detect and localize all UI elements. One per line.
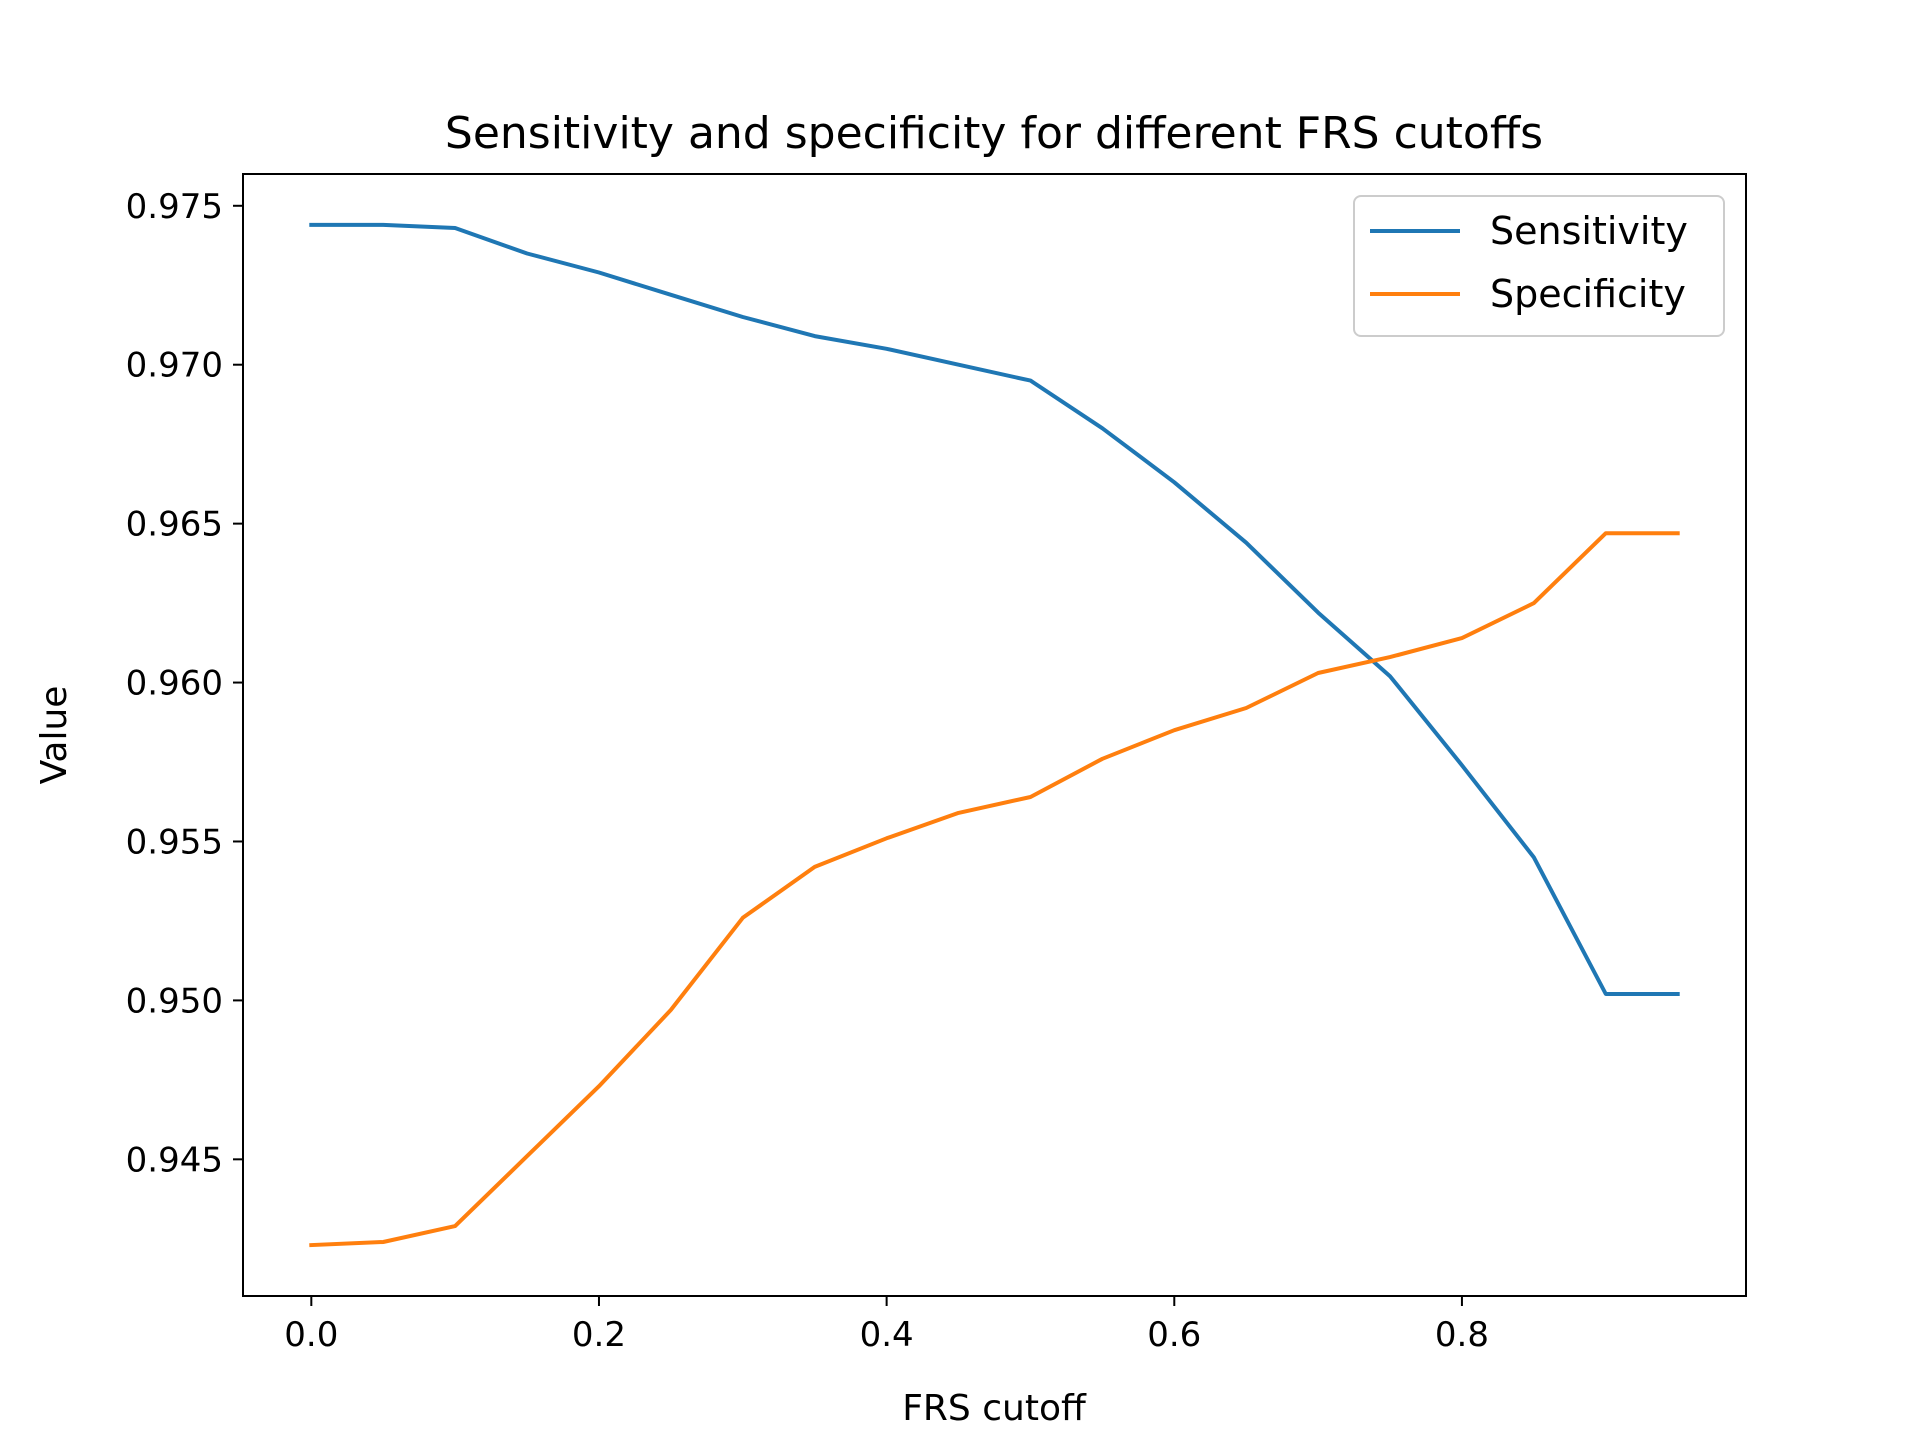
y-tick-label: 0.945 <box>126 1140 223 1180</box>
specificity-line <box>309 531 1680 1248</box>
x-tick-label: 0.4 <box>860 1315 914 1355</box>
chart-title: Sensitivity and specificity for differen… <box>445 108 1543 159</box>
x-tick-label: 0.2 <box>572 1315 626 1355</box>
x-tick-label: 0.8 <box>1435 1315 1489 1355</box>
legend: Sensitivity Specificity <box>1353 195 1725 337</box>
x-tick-label: 0.6 <box>1147 1315 1201 1355</box>
y-tick-label: 0.960 <box>126 664 223 704</box>
y-tick-label: 0.975 <box>126 187 223 227</box>
x-axis-label: FRS cutoff <box>902 1388 1087 1429</box>
y-axis: 0.945 0.950 0.955 0.960 0.965 0.970 0.975 <box>126 187 243 1180</box>
x-tick-label: 0.0 <box>284 1315 338 1355</box>
legend-specificity-label: Specificity <box>1490 272 1686 316</box>
x-axis: 0.0 0.2 0.4 0.6 0.8 <box>284 1296 1489 1355</box>
y-tick-label: 0.965 <box>126 505 223 545</box>
y-tick-label: 0.970 <box>126 346 223 386</box>
legend-sensitivity-label: Sensitivity <box>1490 209 1688 253</box>
series-layer <box>309 222 1680 1248</box>
plot-frame <box>242 173 1747 1297</box>
y-tick-label: 0.955 <box>126 822 223 862</box>
y-axis-label: Value <box>34 686 75 785</box>
y-tick-label: 0.950 <box>126 981 223 1021</box>
sensitivity-line <box>309 222 1680 996</box>
